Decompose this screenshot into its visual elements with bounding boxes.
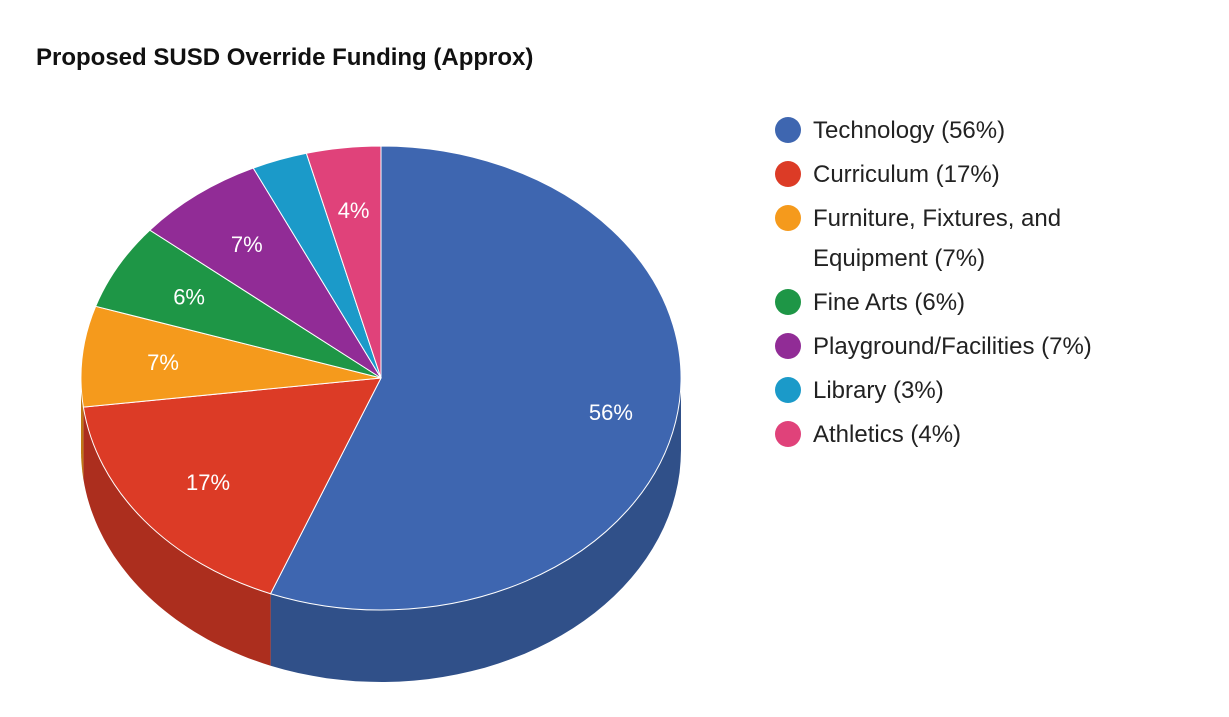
pie-side-technology bbox=[270, 378, 681, 682]
pie-side-furniture-fixtures-and-equipment bbox=[81, 378, 84, 480]
data-label-playground-facilities: 7% bbox=[231, 232, 263, 257]
pie-slice-playground-facilities bbox=[149, 167, 382, 379]
pie-side-curriculum bbox=[83, 407, 271, 666]
chart-title: Proposed SUSD Override Funding (Approx) bbox=[36, 44, 534, 71]
pie-slice-athletics bbox=[305, 145, 382, 379]
data-label-athletics: 4% bbox=[338, 198, 370, 223]
data-label-fine-arts: 6% bbox=[173, 284, 205, 309]
data-label-curriculum: 17% bbox=[186, 470, 230, 495]
pie-slice-furniture-fixtures-and-equipment bbox=[80, 305, 382, 408]
data-label-technology: 56% bbox=[589, 400, 633, 425]
pie-slice-technology bbox=[269, 145, 682, 611]
pie-slice-curriculum bbox=[82, 377, 382, 595]
data-label-furniture-fixtures-and-equipment: 7% bbox=[147, 350, 179, 375]
